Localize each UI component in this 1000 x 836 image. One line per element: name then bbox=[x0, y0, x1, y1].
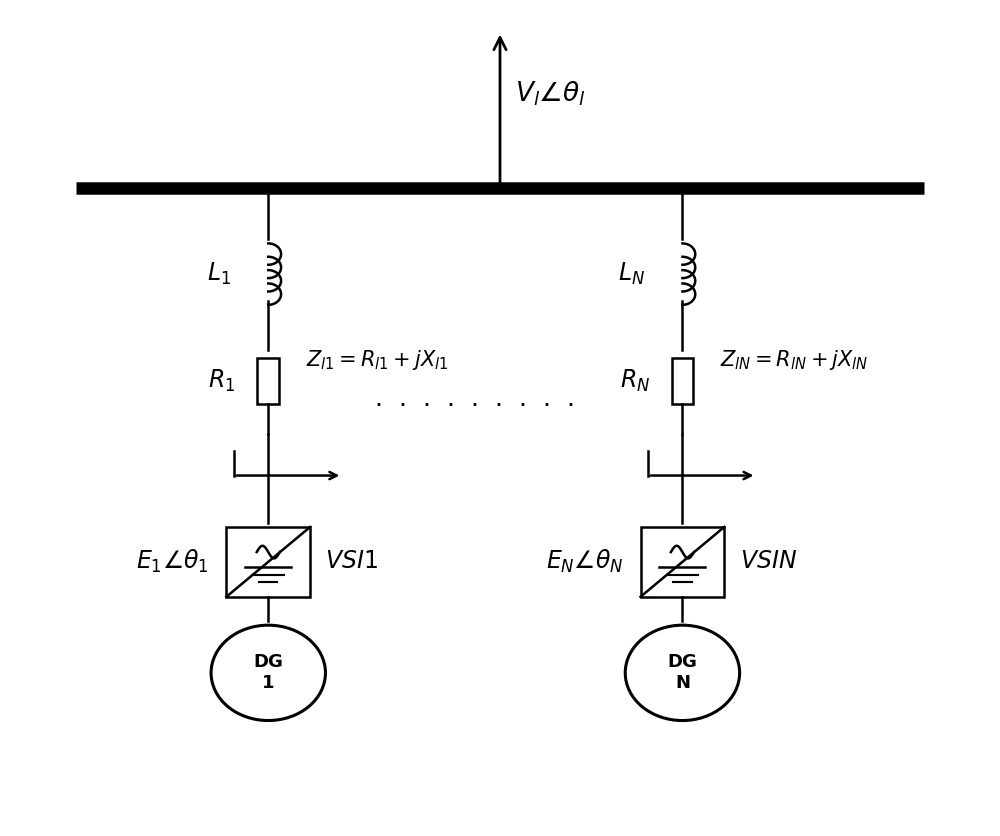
Text: $R_1$: $R_1$ bbox=[208, 368, 236, 394]
Text: ·  ·  ·  ·  ·  ·  ·  ·  ·: · · · · · · · · · bbox=[375, 394, 575, 418]
Text: $E_1\angle\theta_1$: $E_1\angle\theta_1$ bbox=[136, 548, 209, 575]
Text: $Z_{lN} = R_{lN} + jX_{lN}$: $Z_{lN} = R_{lN} + jX_{lN}$ bbox=[720, 349, 868, 373]
Bar bbox=[226, 527, 310, 597]
Text: $V_l\angle\theta_l$: $V_l\angle\theta_l$ bbox=[515, 79, 586, 108]
Text: $Z_{l1} = R_{l1} + jX_{l1}$: $Z_{l1} = R_{l1} + jX_{l1}$ bbox=[306, 349, 448, 373]
Text: $VSIN$: $VSIN$ bbox=[740, 550, 797, 573]
Text: $L_N$: $L_N$ bbox=[618, 261, 645, 288]
Text: $VSI1$: $VSI1$ bbox=[325, 550, 378, 573]
Text: $E_N\angle\theta_N$: $E_N\angle\theta_N$ bbox=[546, 548, 623, 575]
Bar bbox=[672, 359, 693, 404]
Text: $R_N$: $R_N$ bbox=[620, 368, 650, 394]
Circle shape bbox=[211, 625, 325, 721]
Text: DG
N: DG N bbox=[667, 654, 697, 692]
Bar bbox=[641, 527, 724, 597]
Text: $L_1$: $L_1$ bbox=[207, 261, 231, 288]
Text: DG
1: DG 1 bbox=[253, 654, 283, 692]
Bar bbox=[257, 359, 279, 404]
Circle shape bbox=[625, 625, 740, 721]
